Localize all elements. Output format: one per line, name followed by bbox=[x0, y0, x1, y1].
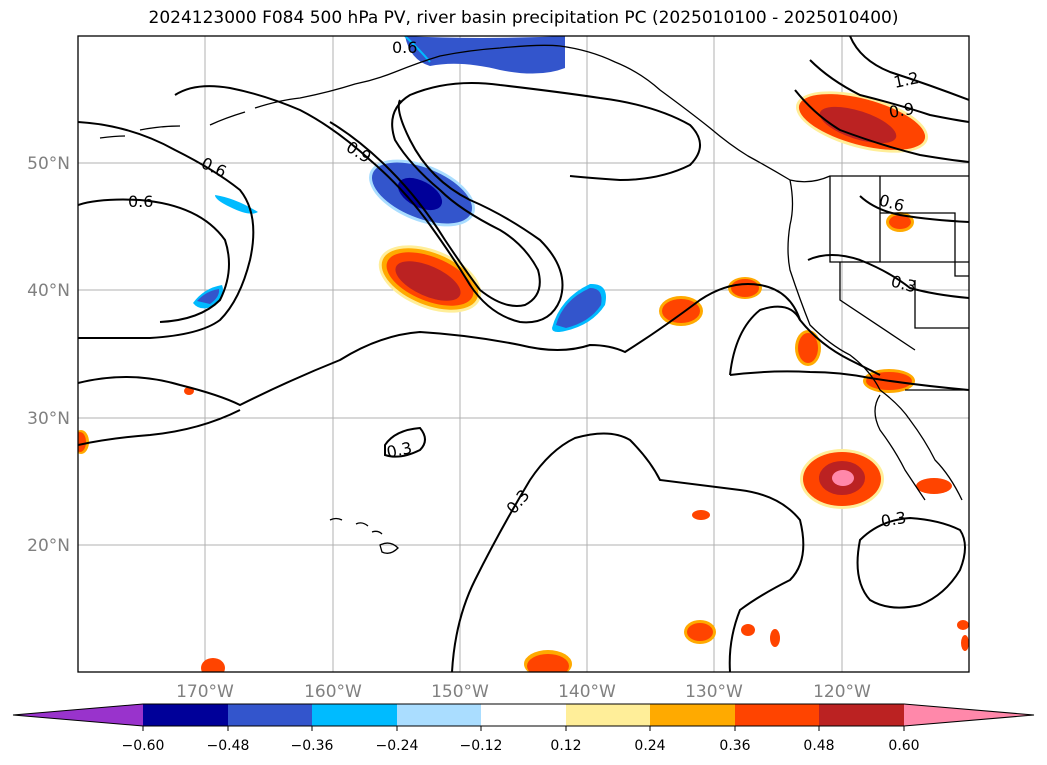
lon-label: 140°W bbox=[558, 682, 616, 702]
longitude-labels: 170°W 160°W 150°W 140°W 130°W 120°W bbox=[176, 682, 871, 702]
colorbar-segment bbox=[397, 704, 481, 726]
colorbar-tick-label: 0.36 bbox=[719, 738, 750, 754]
contour-label: 1.2 bbox=[892, 68, 921, 92]
pv-contours bbox=[78, 36, 969, 672]
lon-label: 150°W bbox=[431, 682, 489, 702]
colorbar-tick-label: −0.60 bbox=[122, 738, 165, 754]
contour-label: 0.9 bbox=[887, 99, 915, 122]
colorbar-tick-label: 0.24 bbox=[634, 738, 665, 754]
colorbar-segment bbox=[566, 704, 650, 726]
colorbar-right-extension bbox=[904, 704, 1034, 726]
colorbar-tick-label: 0.48 bbox=[803, 738, 834, 754]
lon-label: 170°W bbox=[176, 682, 234, 702]
contour-label: 0.6 bbox=[128, 192, 153, 211]
colorbar-segment bbox=[228, 704, 312, 726]
colorbar-left-extension bbox=[13, 704, 143, 726]
colorbar-segment bbox=[481, 704, 566, 726]
colorbar-tick-label: 0.12 bbox=[550, 738, 581, 754]
colorbar-tick-label: −0.12 bbox=[460, 738, 503, 754]
colorbar-tick-labels: −0.60 −0.48 −0.36 −0.24 −0.12 0.12 0.24 … bbox=[122, 738, 920, 754]
colorbar-ticks bbox=[142, 726, 905, 731]
colorbar-tick-label: −0.36 bbox=[291, 738, 334, 754]
colorbar-tick-label: 0.60 bbox=[888, 738, 919, 754]
lat-label: 40°N bbox=[27, 281, 70, 301]
colorbar: −0.60 −0.48 −0.36 −0.24 −0.12 0.12 0.24 … bbox=[12, 703, 1035, 754]
colorbar-tick-label: −0.24 bbox=[376, 738, 419, 754]
plot-area: 0.6 0.6 0.9 0.9 1.2 0.6 0.3 0.3 0.3 0.3 … bbox=[78, 36, 969, 672]
lat-label: 30°N bbox=[27, 409, 70, 429]
colorbar-segment bbox=[312, 704, 397, 726]
lon-label: 130°W bbox=[685, 682, 743, 702]
colorbar-segment bbox=[650, 704, 735, 726]
map-frame bbox=[77, 35, 970, 673]
lon-label: 160°W bbox=[304, 682, 362, 702]
colorbar-segment bbox=[735, 704, 819, 726]
lat-label: 20°N bbox=[27, 536, 70, 556]
map-title: 2024123000 F084 500 hPa PV, river basin … bbox=[148, 8, 899, 28]
lon-label: 120°W bbox=[813, 682, 871, 702]
latitude-labels: 50°N 40°N 30°N 20°N bbox=[27, 154, 70, 556]
colorbar-segment bbox=[143, 704, 228, 726]
contour-label: 0.3 bbox=[385, 438, 414, 462]
contour-label: 0.3 bbox=[879, 508, 907, 531]
colorbar-segment bbox=[819, 704, 904, 726]
lat-label: 50°N bbox=[27, 154, 70, 174]
contour-label: 0.6 bbox=[392, 38, 417, 57]
colorbar-tick-label: −0.48 bbox=[207, 738, 250, 754]
coastlines bbox=[99, 44, 969, 554]
